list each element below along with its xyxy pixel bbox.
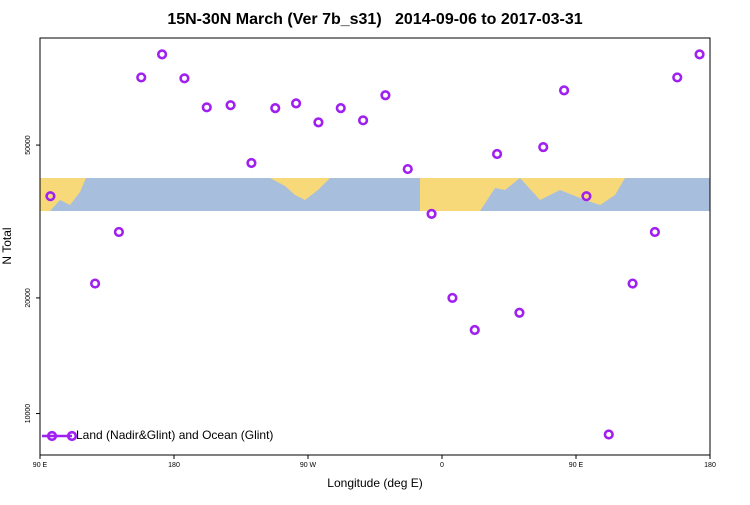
point	[426, 208, 437, 219]
map-band	[40, 178, 710, 211]
point	[113, 226, 125, 238]
point	[649, 226, 661, 238]
point	[514, 307, 525, 318]
point	[694, 49, 705, 60]
point	[270, 103, 281, 114]
point	[603, 429, 614, 440]
plot-frame	[39, 37, 711, 456]
point	[179, 73, 190, 84]
y-tick-label: 20000	[25, 288, 32, 308]
legend-marker	[46, 430, 58, 442]
point	[402, 163, 413, 175]
point	[335, 103, 346, 114]
point	[45, 191, 56, 202]
point	[469, 324, 480, 336]
point	[380, 90, 391, 101]
x-tick-label: 180	[704, 462, 716, 469]
chart-title: 15N-30N March (Ver 7b_s31) 2014-09-06 to…	[167, 11, 582, 28]
point	[558, 85, 570, 96]
point	[313, 117, 324, 128]
x-axis-label: Longitude (deg E)	[327, 476, 422, 490]
legend-marker	[66, 430, 78, 442]
y-tick-label: 10000	[25, 404, 32, 424]
point	[89, 278, 101, 289]
point	[156, 49, 168, 60]
point	[246, 157, 257, 169]
point	[538, 141, 549, 153]
point	[672, 72, 683, 83]
point	[136, 72, 147, 83]
point	[225, 100, 236, 111]
point	[491, 148, 503, 160]
point	[357, 115, 369, 126]
point	[627, 278, 638, 289]
x-tick-label: 180	[168, 462, 180, 469]
y-axis-label: N Total	[0, 227, 14, 264]
x-tick-label: 90 W	[300, 462, 317, 469]
point	[447, 292, 458, 304]
x-tick-label: 90 E	[33, 462, 48, 469]
x-tick-label: 90 E	[569, 462, 584, 469]
legend-label: Land (Nadir&Glint) and Ocean (Glint)	[76, 428, 273, 442]
point	[290, 98, 302, 109]
point	[581, 191, 592, 202]
x-tick-label: 0	[440, 462, 444, 469]
y-tick-label: 50000	[25, 135, 32, 155]
point	[201, 102, 212, 113]
